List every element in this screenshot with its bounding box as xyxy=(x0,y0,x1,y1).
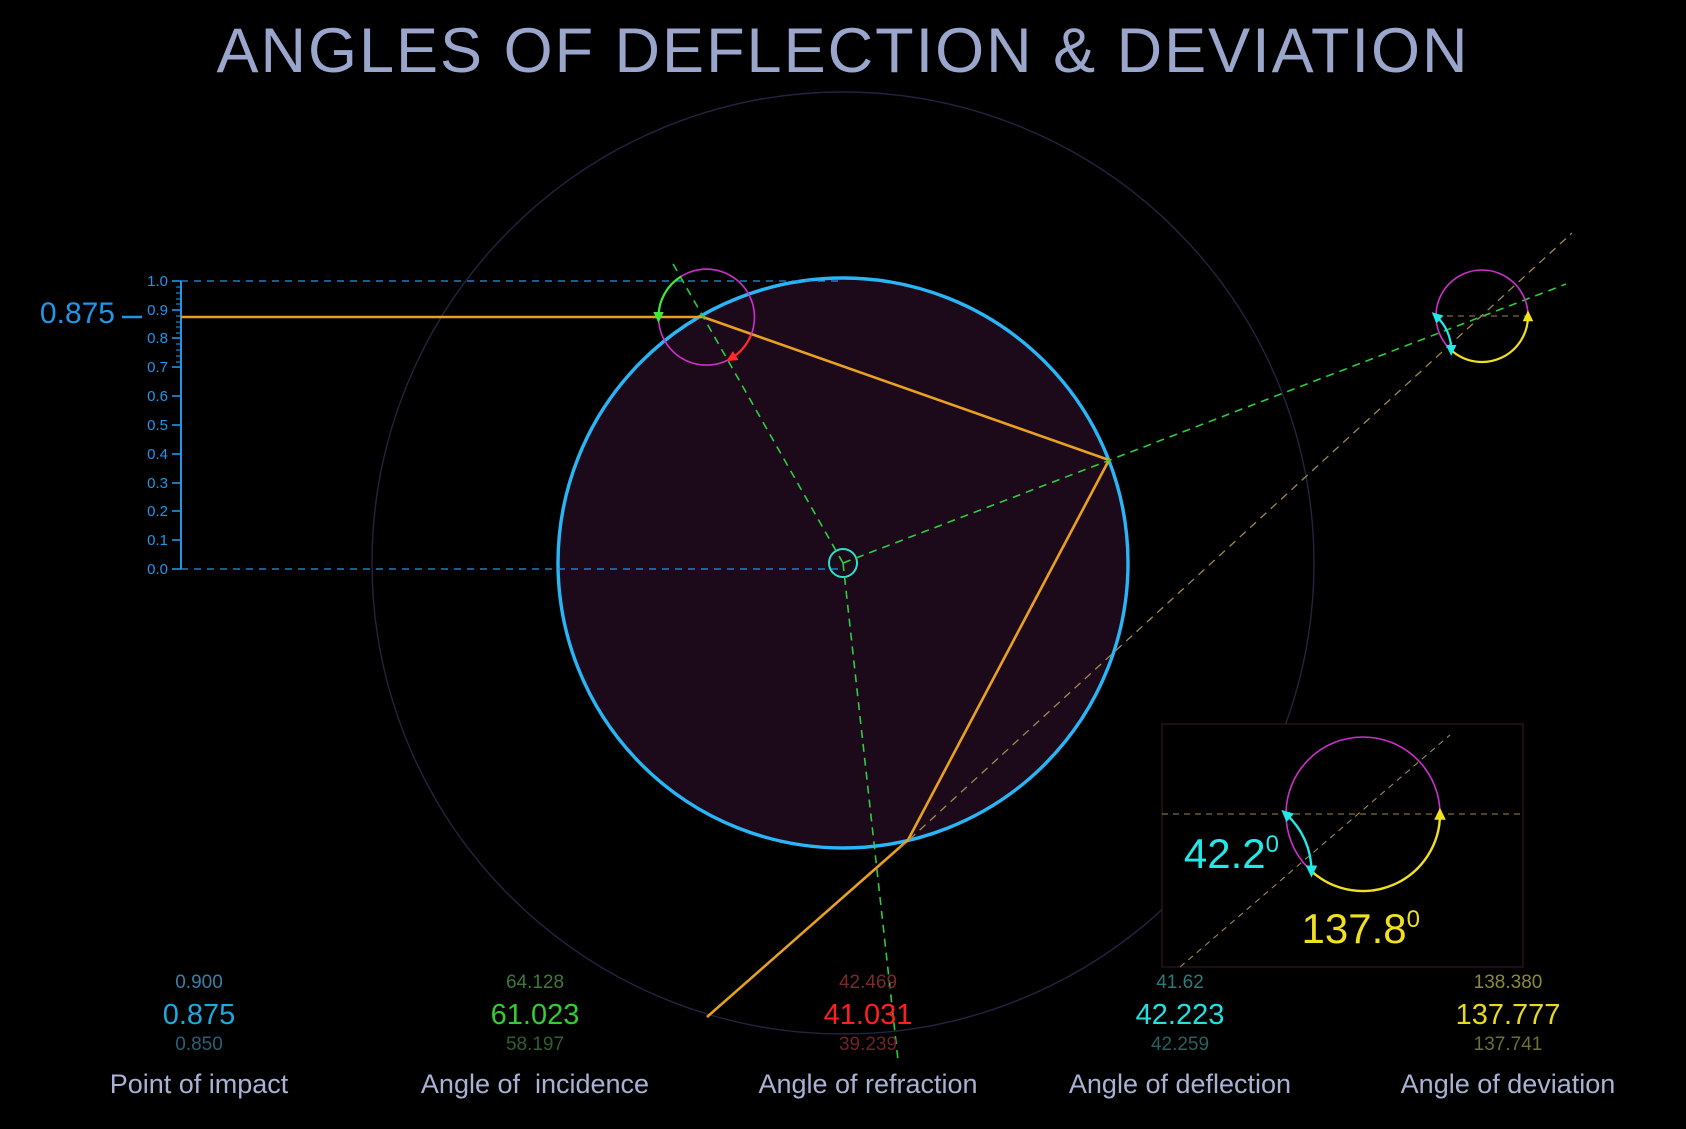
svg-text:0.9: 0.9 xyxy=(147,302,168,319)
svg-text:39.239: 39.239 xyxy=(839,1034,897,1055)
svg-text:0.5: 0.5 xyxy=(147,417,168,434)
svg-text:137.777: 137.777 xyxy=(1456,999,1561,1031)
svg-text:0.0: 0.0 xyxy=(147,561,168,578)
svg-text:0.3: 0.3 xyxy=(147,475,168,492)
svg-text:0.1: 0.1 xyxy=(147,532,168,549)
svg-text:0.850: 0.850 xyxy=(175,1034,223,1055)
svg-text:Angle of refraction: Angle of refraction xyxy=(758,1069,977,1099)
svg-text:Angle of deviation: Angle of deviation xyxy=(1401,1069,1616,1099)
svg-text:0.875: 0.875 xyxy=(163,999,236,1031)
svg-text:137.80: 137.80 xyxy=(1302,905,1420,952)
svg-text:58.197: 58.197 xyxy=(506,1034,564,1055)
svg-text:61.023: 61.023 xyxy=(491,999,580,1031)
svg-text:Point of impact: Point of impact xyxy=(110,1069,289,1099)
svg-text:42.20: 42.20 xyxy=(1184,830,1279,877)
svg-text:138.380: 138.380 xyxy=(1474,972,1543,993)
svg-text:41.62: 41.62 xyxy=(1156,972,1204,993)
svg-text:42.469: 42.469 xyxy=(839,972,897,993)
svg-text:1.0: 1.0 xyxy=(147,273,168,290)
svg-text:0.2: 0.2 xyxy=(147,503,168,520)
svg-text:0.8: 0.8 xyxy=(147,330,168,347)
svg-text:41.031: 41.031 xyxy=(824,999,913,1031)
svg-text:42.259: 42.259 xyxy=(1151,1034,1209,1055)
svg-text:0.875: 0.875 xyxy=(40,297,115,330)
svg-text:0.7: 0.7 xyxy=(147,359,168,376)
svg-text:Angle of deflection: Angle of deflection xyxy=(1069,1069,1291,1099)
svg-text:0.6: 0.6 xyxy=(147,388,168,405)
svg-text:0.900: 0.900 xyxy=(175,972,223,993)
svg-text:137.741: 137.741 xyxy=(1474,1034,1543,1055)
svg-text:64.128: 64.128 xyxy=(506,972,564,993)
svg-text:42.223: 42.223 xyxy=(1136,999,1225,1031)
svg-text:0.4: 0.4 xyxy=(147,446,168,463)
svg-text:Angle of incidence: Angle of incidence xyxy=(421,1069,649,1099)
